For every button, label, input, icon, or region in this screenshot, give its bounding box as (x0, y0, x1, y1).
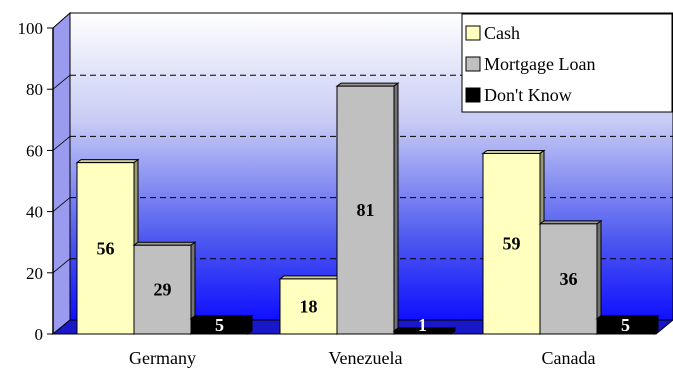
bar (279, 278, 338, 335)
category-label: Germany (129, 348, 196, 368)
bar (393, 330, 452, 335)
legend-box (461, 13, 673, 113)
bar (539, 223, 598, 335)
bar-side (247, 314, 253, 335)
y-tick-label: 80 (26, 80, 43, 99)
gridline-depth (52, 74, 71, 90)
category-label: Canada (542, 348, 596, 368)
y-tick-label: 100 (18, 19, 44, 38)
gridline-depth (52, 136, 71, 151)
bar-value-label: 1 (418, 315, 427, 335)
bar-value-label: 56 (97, 238, 115, 258)
legend-swatch (465, 87, 481, 103)
bar-value-label: 81 (357, 200, 375, 220)
bar-value-label: 5 (215, 315, 224, 335)
gridline-depth (52, 197, 71, 212)
y-axis: 0 20 40 60 80 100 (18, 19, 54, 344)
y-tick-label: 40 (26, 203, 43, 222)
bar-side (653, 314, 659, 335)
legend-label: Don't Know (484, 85, 572, 105)
bar-value-label: 36 (560, 269, 578, 289)
bar (336, 85, 395, 335)
category-labels: Germany Venezuela Canada (129, 348, 595, 368)
category-label: Venezuela (329, 348, 403, 368)
y-tick-label: 20 (26, 264, 43, 283)
bar (133, 244, 192, 335)
bar (190, 318, 249, 335)
bar-side (393, 82, 399, 335)
y-tick-label: 60 (26, 141, 43, 160)
bar-value-label: 59 (503, 234, 521, 254)
legend-swatch (465, 25, 481, 41)
data-labels: 56 29 5 18 81 1 59 36 5 (97, 200, 631, 335)
legend-swatch (465, 56, 481, 72)
legend: Cash Mortgage Loan Don't Know (461, 13, 673, 113)
bar-value-label: 29 (154, 280, 172, 300)
bars (75, 82, 660, 335)
bar (76, 162, 135, 335)
side-wall (52, 11, 71, 336)
bar-value-label: 18 (300, 296, 318, 316)
legend-label: Cash (484, 23, 520, 43)
bar-value-label: 5 (621, 315, 630, 335)
bar (596, 318, 655, 335)
legend-label: Mortgage Loan (484, 54, 595, 74)
y-tick-label: 0 (35, 325, 44, 344)
gridline-depth (52, 258, 71, 274)
